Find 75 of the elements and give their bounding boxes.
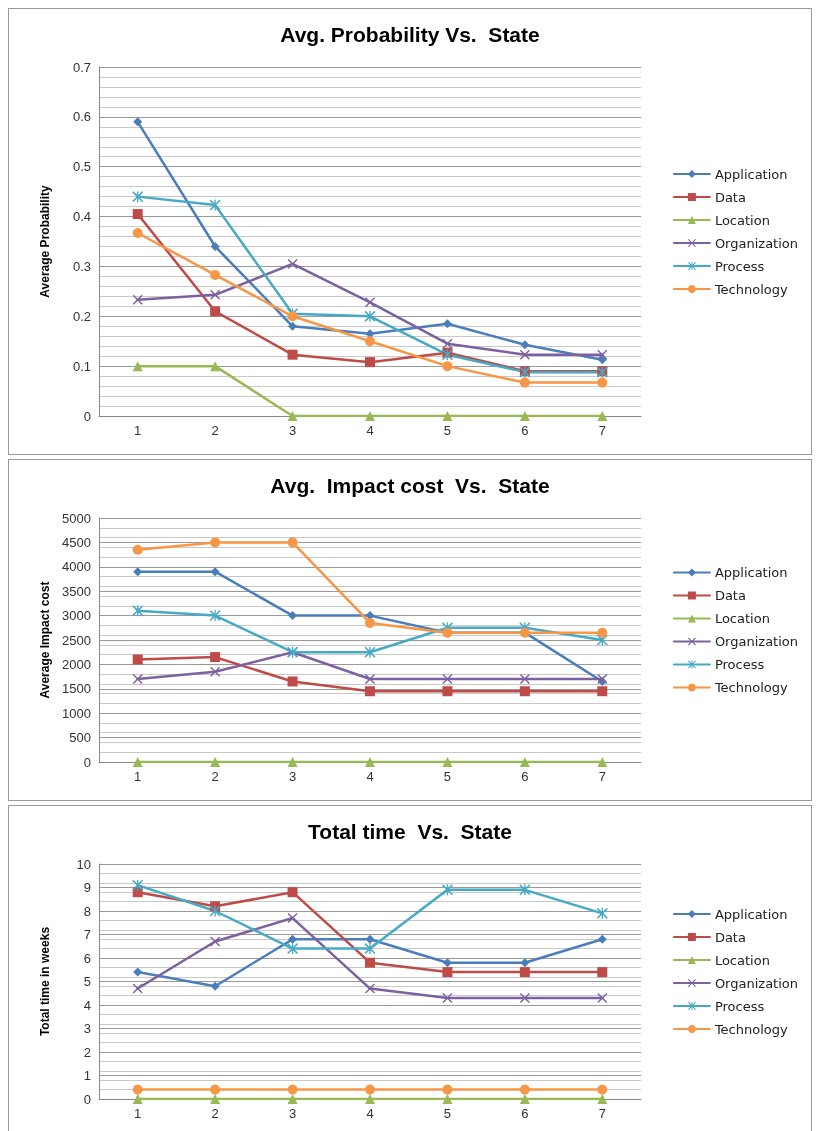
x-tick-label: 4 (366, 769, 374, 784)
legend-label: Organization (714, 634, 799, 649)
y-tick-label: 2500 (62, 632, 91, 648)
x-tick-label: 4 (366, 1106, 374, 1121)
x-tick-label: 7 (598, 769, 606, 784)
x-tick-label: 5 (443, 1106, 452, 1121)
legend-label: Process (714, 657, 765, 672)
y-tick-label: 1000 (62, 705, 91, 721)
y-tick-label: 6 (83, 950, 91, 966)
x-tick-label: 3 (288, 423, 297, 438)
x-tick-label: 7 (598, 1106, 606, 1121)
y-tick-label: 2000 (62, 656, 91, 672)
y-tick-label: 9 (83, 880, 91, 895)
x-tick-label: 7 (598, 423, 606, 438)
legend-label: Technology (713, 1021, 789, 1037)
y-tick-label: 0.3 (72, 258, 91, 274)
y-tick-label: 0 (83, 754, 91, 770)
y-axis-title: Total time in weeks (38, 926, 52, 1037)
y-tick-label: 0.6 (72, 109, 91, 125)
y-tick-label: 4500 (62, 534, 91, 550)
y-tick-label: 2 (83, 1044, 91, 1060)
y-tick-label: 10 (76, 856, 91, 872)
legend-label: Application (714, 166, 788, 182)
x-tick-label: 5 (443, 423, 452, 438)
legend-label: Process (714, 258, 765, 274)
y-tick-label: 0 (83, 1091, 91, 1107)
y-tick-label: 5 (83, 974, 91, 989)
y-tick-label: 8 (83, 903, 91, 919)
legend-label: Data (714, 588, 746, 603)
y-tick-label: 4 (83, 997, 91, 1013)
legend-label: Location (714, 212, 770, 228)
y-tick-label: 0.7 (72, 59, 91, 75)
y-tick-label: 0.4 (72, 209, 91, 225)
y-tick-label: 0.5 (72, 159, 91, 175)
legend-label: Location (714, 952, 770, 968)
y-tick-label: 3000 (62, 608, 91, 624)
x-tick-label: 5 (443, 769, 452, 784)
legend-label: Data (714, 929, 746, 945)
x-tick-label: 6 (521, 1106, 529, 1121)
y-tick-label: 0.2 (72, 308, 91, 324)
y-tick-label: 3 (83, 1021, 91, 1036)
legend-label: Data (714, 189, 746, 205)
y-tick-label: 1 (83, 1068, 91, 1083)
chart-title: Total time Vs. State (308, 820, 512, 843)
x-tick-label: 2 (211, 423, 219, 438)
legend-label: Application (714, 906, 788, 922)
legend-label: Organization (714, 975, 799, 991)
legend-label: Technology (713, 680, 789, 695)
y-tick-label: 4000 (62, 559, 91, 575)
y-tick-label: 3500 (62, 583, 91, 599)
y-tick-label: 500 (69, 730, 91, 746)
legend-label: Technology (713, 281, 789, 297)
legend-label: Process (714, 998, 765, 1014)
y-axis-title: Average Probability (38, 185, 52, 298)
y-tick-label: 0 (83, 408, 91, 424)
y-axis-title: Average Impact cost (38, 581, 52, 699)
legend-label: Application (714, 565, 788, 580)
chart-title: Avg. Probability Vs. State (280, 23, 540, 46)
chart-title: Avg. Impact cost Vs. State (270, 474, 550, 497)
x-tick-label: 3 (288, 1106, 297, 1121)
x-tick-label: 3 (288, 769, 297, 784)
x-tick-label: 4 (366, 423, 374, 438)
x-tick-label: 1 (134, 423, 142, 438)
x-tick-label: 2 (211, 1106, 219, 1121)
y-tick-label: 1500 (62, 681, 91, 697)
x-tick-label: 6 (521, 423, 529, 438)
x-tick-label: 2 (211, 769, 219, 784)
y-tick-label: 0.1 (72, 358, 91, 374)
y-tick-label: 5000 (62, 510, 91, 526)
x-tick-label: 6 (521, 769, 529, 784)
legend-label: Organization (714, 235, 799, 251)
y-tick-label: 7 (83, 927, 91, 942)
x-tick-label: 1 (134, 769, 142, 784)
legend-label: Location (714, 611, 770, 626)
x-tick-label: 1 (134, 1106, 142, 1121)
